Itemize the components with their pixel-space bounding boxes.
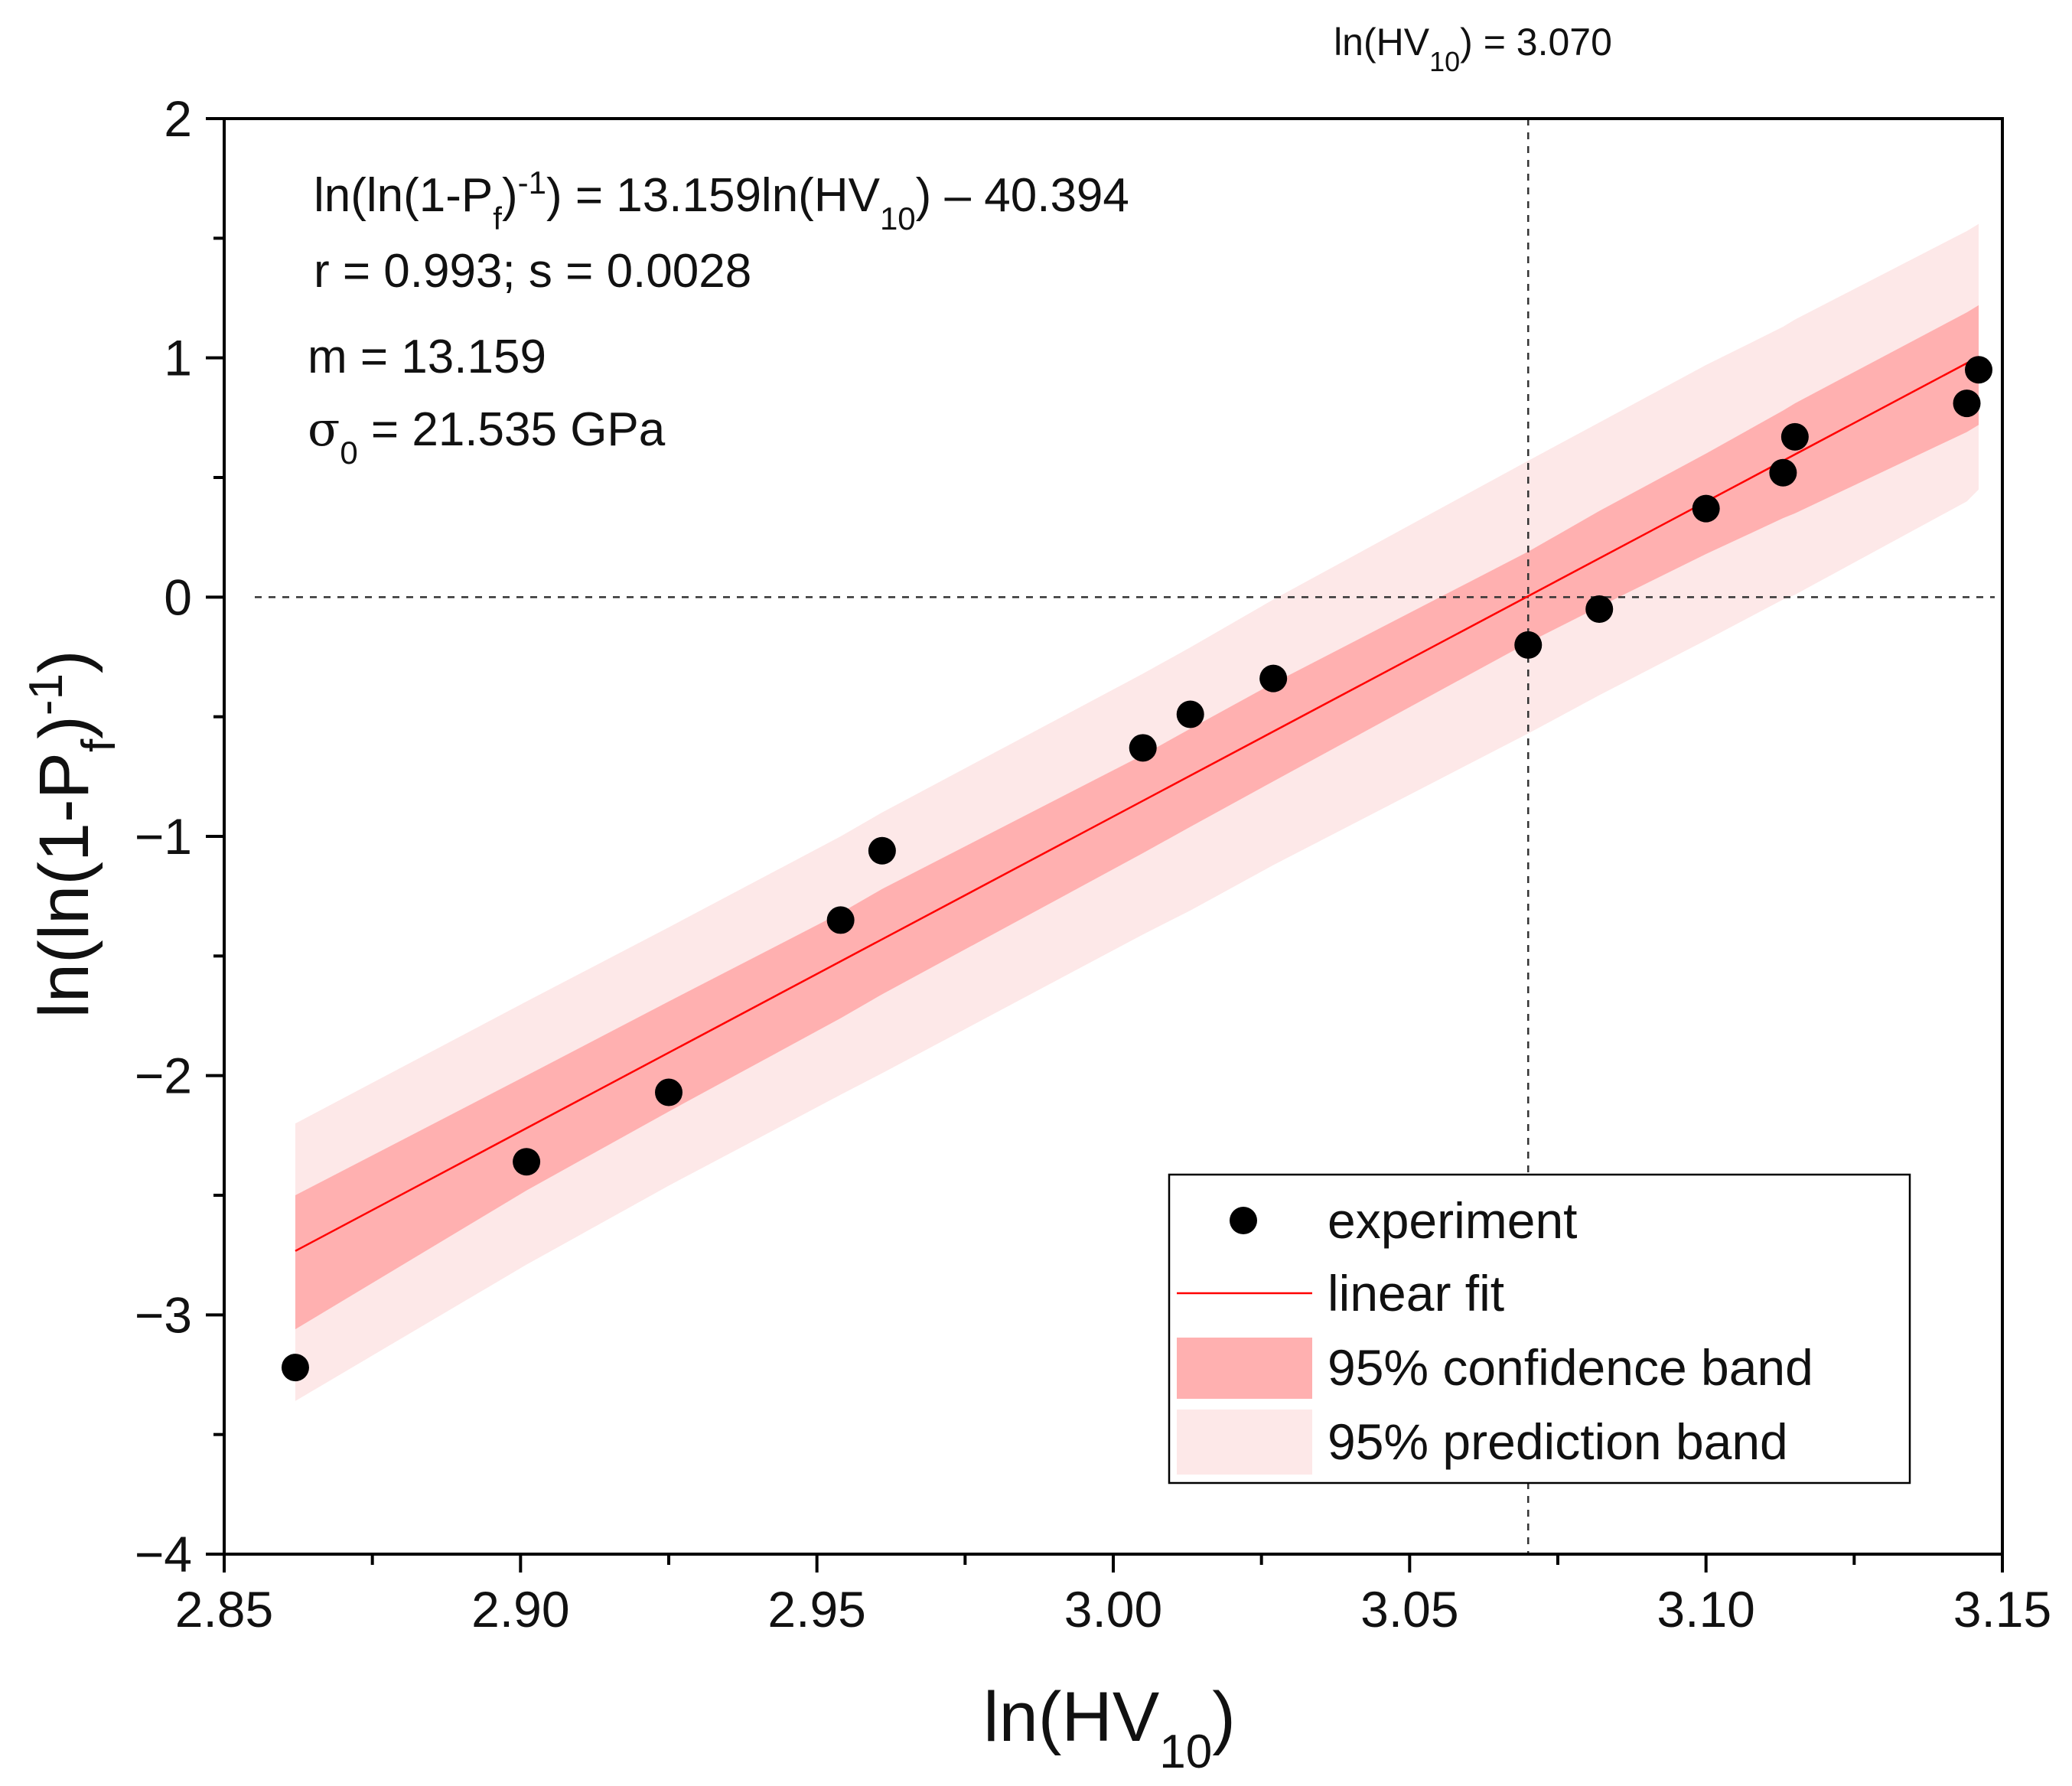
legend-marker-experiment	[1230, 1207, 1257, 1234]
fit-stats: r = 0.993; s = 0.0028	[314, 245, 751, 298]
legend-label-experiment: experiment	[1328, 1192, 1578, 1249]
experiment-point-5	[1129, 734, 1157, 762]
legend-marker-confidence	[1177, 1338, 1312, 1399]
x-axis-label: ln(HV10)	[983, 1678, 1236, 1778]
x-tick-label-1: 2.90	[471, 1581, 569, 1638]
experiment-point-8	[1514, 631, 1543, 659]
characteristic-strength: σ0 = 21.535 GPa	[308, 401, 666, 471]
plot-frame	[223, 117, 2004, 1556]
weibull-modulus: m = 13.159	[308, 331, 546, 383]
legend-label-fit: linear fit	[1328, 1265, 1504, 1322]
vline-label-sub: 10	[1429, 46, 1460, 77]
experiment-point-11	[1769, 458, 1797, 487]
y-tick-label-2: −2	[135, 1048, 192, 1104]
ylabel-sup: -1	[20, 673, 73, 715]
xlabel-sub: 10	[1159, 1726, 1212, 1778]
legend-label-prediction: 95% prediction band	[1328, 1413, 1788, 1470]
experiment-point-9	[1585, 595, 1614, 623]
experiment-point-13	[1953, 389, 1981, 418]
y-tick-label-1: −3	[135, 1286, 192, 1343]
experiment-points	[281, 356, 1993, 1382]
experiment-point-7	[1259, 664, 1288, 693]
y-tick-label-4: 0	[164, 569, 192, 625]
experiment-point-10	[1692, 494, 1720, 523]
y-tick-label-5: 1	[164, 330, 192, 386]
axis-ticks	[206, 117, 2004, 1573]
experiment-point-4	[868, 836, 896, 865]
experiment-point-14	[1965, 356, 1993, 384]
experiment-point-6	[1176, 700, 1204, 728]
x-tick-label-0: 2.85	[175, 1581, 273, 1638]
experiment-point-2	[655, 1078, 683, 1106]
sigma-sub: 0	[340, 435, 357, 471]
experiment-point-1	[513, 1148, 541, 1176]
experiment-point-12	[1780, 422, 1809, 451]
eq-sub-10: 10	[880, 200, 916, 236]
x-tick-label-2: 2.95	[767, 1581, 865, 1638]
legend-label-confidence: 95% confidence band	[1328, 1339, 1813, 1396]
legend: experiment linear fit 95% confidence ban…	[1168, 1173, 1911, 1485]
vline-label: ln(HV10) = 3.070	[1334, 21, 1612, 77]
fit-equation: ln(ln(1-Pf)-1) = 13.159ln(HV10) – 40.394	[314, 165, 1129, 236]
confidence-band	[295, 305, 1979, 1330]
x-tick-label-6: 3.15	[1953, 1581, 2051, 1638]
x-tick-label-3: 3.00	[1064, 1581, 1162, 1638]
x-tick-label-5: 3.10	[1657, 1581, 1754, 1638]
eq-sub-f: f	[493, 200, 502, 236]
x-tick-label-4: 3.05	[1360, 1581, 1458, 1638]
axis-tick-labels: 2.85 2.90 2.95 3.00 3.05 3.10 3.15 −4 −3 −2 −1 0 1 2	[135, 90, 2051, 1638]
experiment-point-3	[826, 906, 855, 934]
ylabel-sub: f	[73, 738, 125, 752]
y-tick-label-6: 2	[164, 90, 192, 147]
y-tick-label-3: −1	[135, 808, 192, 865]
sigma-symbol: σ	[308, 401, 340, 457]
y-tick-label-0: −4	[135, 1526, 192, 1582]
legend-marker-prediction	[1177, 1410, 1312, 1475]
experiment-point-0	[281, 1354, 309, 1382]
eq-sup: -1	[518, 165, 546, 200]
y-axis-label: ln(ln(1-Pf)-1)	[20, 650, 125, 1018]
linear-fit-line	[295, 356, 1979, 1252]
